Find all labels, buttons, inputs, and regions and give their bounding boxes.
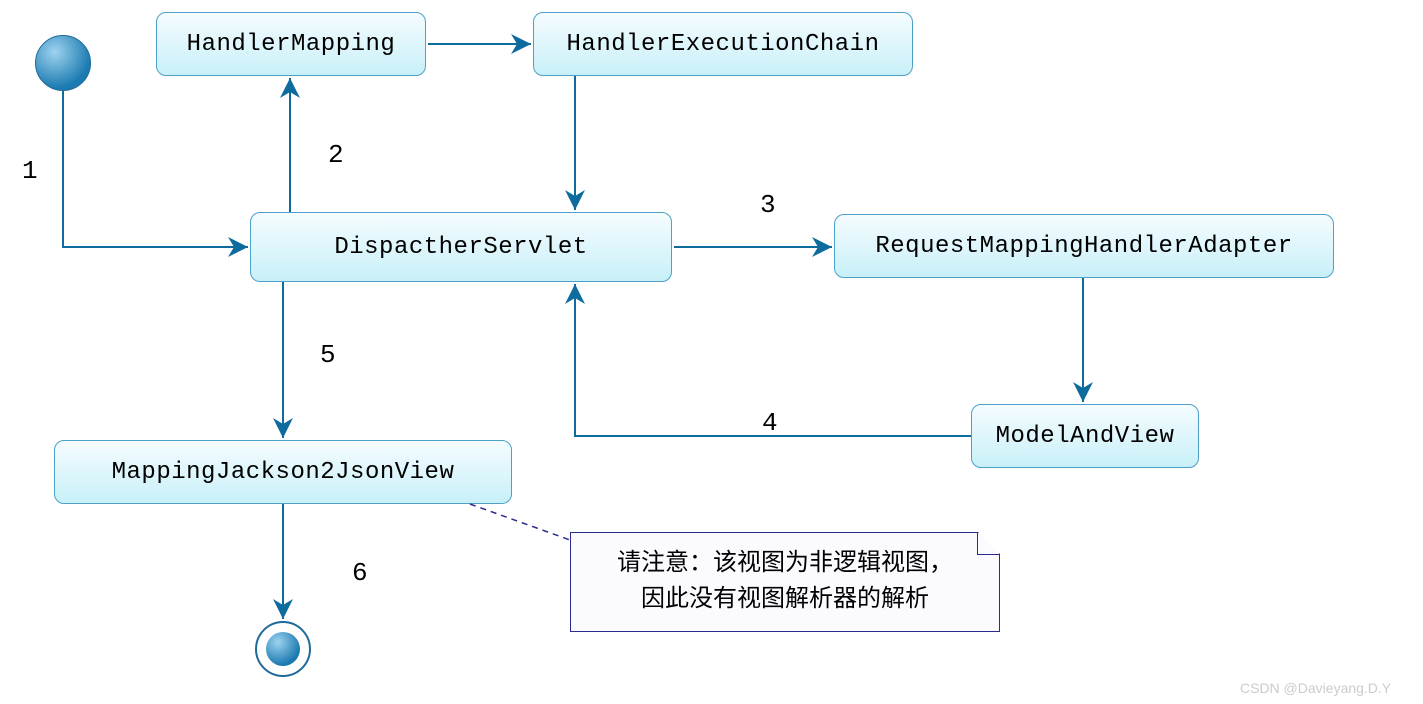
node-request-mapping-handler-adapter: RequestMappingHandlerAdapter xyxy=(834,214,1334,278)
node-label: HandlerMapping xyxy=(187,31,396,58)
start-node xyxy=(35,35,91,91)
node-model-and-view: ModelAndView xyxy=(971,404,1199,468)
watermark-text: CSDN @Davieyang.D.Y xyxy=(1240,680,1391,696)
note-box: 请注意：该视图为非逻辑视图， 因此没有视图解析器的解析 xyxy=(570,532,1000,632)
node-label: ModelAndView xyxy=(996,423,1175,450)
edge-label-4: 4 xyxy=(762,408,778,438)
note-line1: 请注意：该视图为非逻辑视图， xyxy=(589,547,981,583)
edge-label-2: 2 xyxy=(328,140,344,170)
node-mapping-jackson2-json-view: MappingJackson2JsonView xyxy=(54,440,512,504)
flowchart-canvas: HandlerMapping HandlerExecutionChain Dis… xyxy=(0,0,1423,704)
edge-note-dashed xyxy=(470,504,570,540)
node-label: HandlerExecutionChain xyxy=(567,31,880,58)
node-label: DispactherServlet xyxy=(334,234,587,261)
edge-label-1: 1 xyxy=(22,156,38,186)
node-dispatcher-servlet: DispactherServlet xyxy=(250,212,672,282)
edge-label-3: 3 xyxy=(760,190,776,220)
edge-label-5: 5 xyxy=(320,340,336,370)
edge-label-6: 6 xyxy=(352,558,368,588)
note-fold-icon xyxy=(977,533,999,555)
node-label: MappingJackson2JsonView xyxy=(112,459,455,486)
edge-1 xyxy=(63,91,248,247)
node-label: RequestMappingHandlerAdapter xyxy=(875,233,1292,260)
node-handler-execution-chain: HandlerExecutionChain xyxy=(533,12,913,76)
note-line2: 因此没有视图解析器的解析 xyxy=(589,583,981,619)
node-handler-mapping: HandlerMapping xyxy=(156,12,426,76)
end-node-inner xyxy=(266,632,300,666)
